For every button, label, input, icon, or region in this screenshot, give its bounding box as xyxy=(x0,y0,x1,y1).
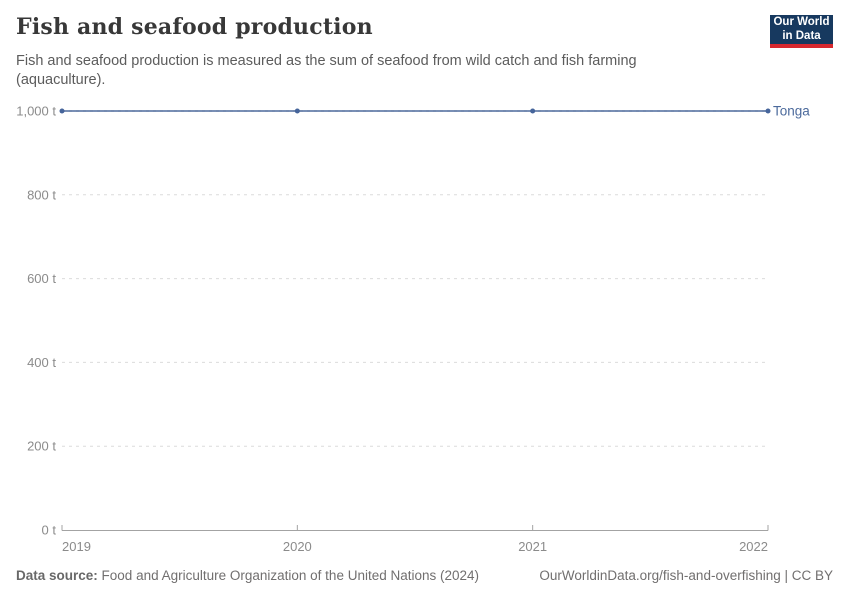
chart-title: Fish and seafood production xyxy=(16,14,373,40)
data-source-label: Data source: xyxy=(16,568,98,583)
y-axis-tick-label: 600 t xyxy=(27,271,56,286)
data-source-value: Food and Agriculture Organization of the… xyxy=(101,568,480,583)
y-axis-tick-label: 0 t xyxy=(42,523,57,538)
y-axis-tick-label: 1,000 t xyxy=(16,104,56,119)
owid-logo[interactable]: Our World in Data xyxy=(770,15,833,48)
data-point[interactable] xyxy=(765,108,771,114)
y-axis-tick-label: 200 t xyxy=(27,439,56,454)
chart-subtitle: Fish and seafood production is measured … xyxy=(16,53,637,88)
data-point[interactable] xyxy=(59,108,65,114)
y-axis-tick-label: 800 t xyxy=(27,187,56,202)
data-point[interactable] xyxy=(294,108,300,114)
owid-logo-line1: Our World xyxy=(773,16,830,29)
data-point[interactable] xyxy=(530,108,536,114)
series-label-tonga[interactable]: Tonga xyxy=(773,104,810,119)
chart-footer: Data source: Food and Agriculture Organi… xyxy=(16,568,833,583)
owid-logo-line2: in Data xyxy=(782,29,821,42)
data-source: Data source: Food and Agriculture Organi… xyxy=(16,568,479,583)
owid-url-link[interactable]: OurWorldinData.org/fish-and-overfishing … xyxy=(539,568,833,583)
x-axis-tick-label: 2019 xyxy=(62,539,91,554)
x-axis-tick-label: 2021 xyxy=(518,539,547,554)
x-axis-tick-label: 2022 xyxy=(739,539,768,554)
y-axis-tick-label: 400 t xyxy=(27,355,56,370)
x-axis-tick-label: 2020 xyxy=(283,539,312,554)
